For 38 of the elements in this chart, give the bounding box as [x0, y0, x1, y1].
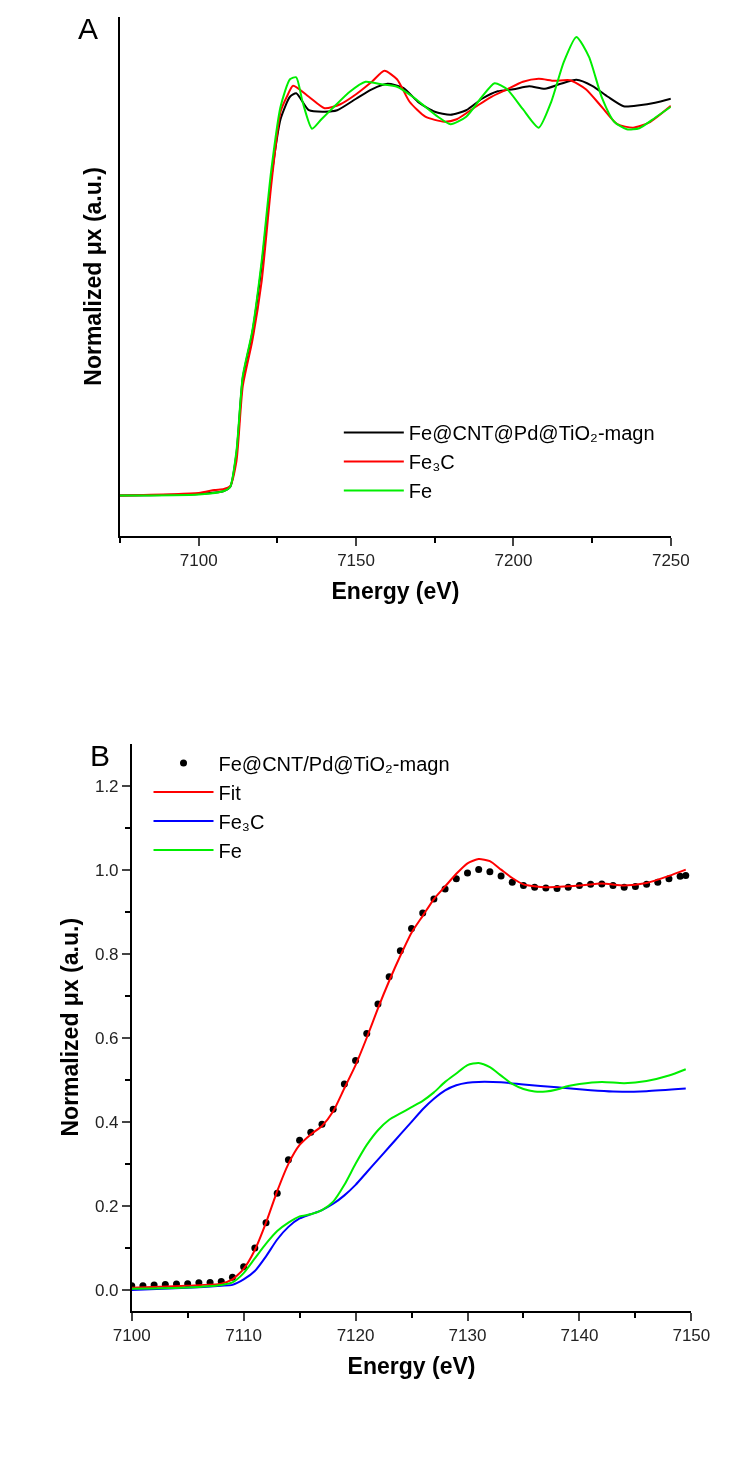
point	[475, 866, 483, 874]
legend-label: Fit	[218, 781, 242, 804]
x-tick-label: 7130	[448, 1326, 487, 1346]
y-tick-label: 1.2	[94, 776, 119, 796]
text: B	[90, 739, 111, 772]
point	[682, 872, 690, 879]
x-tick-label: 7120	[336, 1326, 375, 1346]
point	[497, 872, 505, 880]
line-series	[131, 858, 687, 1289]
x-tick-label: 7100	[112, 1326, 151, 1346]
text: A	[78, 12, 99, 45]
legend-label: Fe@CNT@Pd@TiO₂-magn	[408, 422, 655, 445]
point	[486, 868, 494, 876]
y-tick-label: 0.2	[94, 1196, 119, 1216]
x-tick-label: 7140	[560, 1326, 599, 1346]
point	[452, 875, 460, 883]
x-axis-title: Energy (eV)	[331, 578, 460, 605]
y-tick-label: 0.8	[94, 944, 119, 964]
y-axis-title: Normalized μx (a.u.)	[56, 917, 83, 1137]
x-tick-label: 7200	[494, 551, 533, 571]
legend-label: Fe	[218, 839, 242, 862]
point	[508, 878, 516, 886]
x-axis-title: Energy (eV)	[347, 1353, 476, 1380]
y-tick-label: 0.0	[94, 1280, 119, 1300]
y-axis-title: Normalized μx (a.u.)	[80, 167, 107, 386]
y-tick-label: 0.6	[94, 1028, 119, 1048]
x-tick-label: 7150	[337, 551, 375, 571]
y-tick-label: 0.4	[94, 1112, 119, 1132]
x-tick-label: 7250	[651, 551, 690, 571]
legend-label: Fe	[408, 480, 433, 503]
legend-label: Fe₃C	[218, 810, 265, 833]
legend-label: Fe@CNT/Pd@TiO₂-magn	[218, 752, 450, 775]
x-tick-label: 7150	[672, 1326, 711, 1346]
point	[464, 869, 471, 877]
x-tick-label: 7110	[225, 1326, 262, 1346]
y-tick-label: 1.0	[94, 860, 119, 880]
x-tick-label: 7100	[179, 551, 218, 571]
legend-label: Fe₃C	[408, 451, 455, 474]
